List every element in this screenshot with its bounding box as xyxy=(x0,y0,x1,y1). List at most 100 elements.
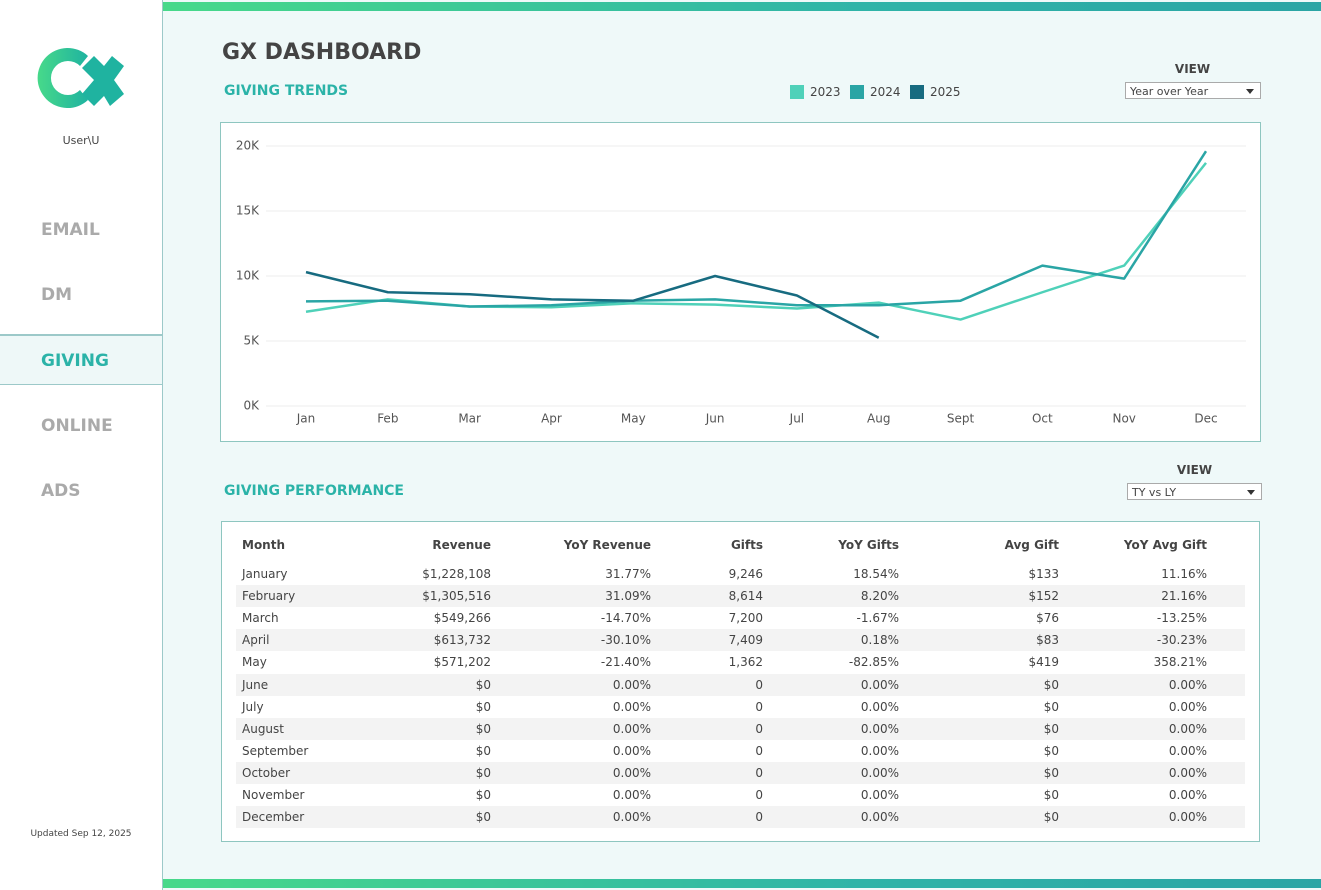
divider xyxy=(0,334,162,335)
series-line xyxy=(305,270,880,339)
table-cell: 11.16% xyxy=(1161,567,1207,581)
table-cell: $0 xyxy=(475,677,491,692)
table-cell: 358.21% xyxy=(1153,655,1207,670)
row-stripe xyxy=(236,673,1245,696)
nav-item[interactable]: DM xyxy=(41,285,73,305)
table-cell: $0 xyxy=(1043,721,1059,736)
table-cell: $0 xyxy=(1043,810,1059,825)
updated-date: Updated Sep 12, 2025 xyxy=(30,829,132,839)
user-name: User\U xyxy=(62,134,100,147)
table-cell: 0.00% xyxy=(612,788,651,802)
x-tick-label: Nov xyxy=(1112,412,1135,426)
legend-label: 2025 xyxy=(930,85,961,99)
table-cell: 0.00% xyxy=(1168,765,1207,780)
table-cell: $0 xyxy=(1043,677,1059,692)
sidebar: User\U EMAIL DM GIVING ONLINE ADS Update… xyxy=(0,0,163,890)
legend-swatch xyxy=(910,85,924,99)
table-cell: January xyxy=(242,567,288,581)
table-cell: March xyxy=(242,611,279,626)
line-chart: 0K 5K 10K 15K 20K Jan Feb Mar Apr May Jun Jul Aug Sep… xyxy=(236,139,1246,426)
table-cell: 0.00% xyxy=(612,743,651,758)
performance-table: Month Revenue YoY Revenue Gifts YoY Gifts Avg… xyxy=(221,521,1260,842)
table-cell: -14.70% xyxy=(600,611,651,626)
table-cell: October xyxy=(242,765,291,780)
view-dropdown[interactable]: Year over Year xyxy=(1125,82,1261,99)
table-cell: 0.00% xyxy=(612,699,651,714)
chart-panel: 0K 5K 10K 15K 20K Jan Feb Mar Apr May Jun Jul Aug Sep… xyxy=(220,122,1261,442)
table-cell: 0.00% xyxy=(1168,788,1207,802)
row-stripe xyxy=(236,717,1245,740)
table-cell: $0 xyxy=(475,743,491,758)
table-cell: 0.00% xyxy=(612,677,651,692)
column-header: Month xyxy=(242,538,286,552)
row-stripe xyxy=(236,629,1245,652)
legend-swatch xyxy=(850,85,864,99)
x-tick-label: Jan xyxy=(296,412,316,426)
table-cell: December xyxy=(242,810,305,825)
legend-label: 2024 xyxy=(870,85,901,99)
table-cell: 0.00% xyxy=(1168,743,1207,758)
table-cell: February xyxy=(242,589,296,604)
top-bar xyxy=(163,2,1321,11)
x-tick-label: Mar xyxy=(458,412,481,426)
table-cell: 7,200 xyxy=(728,611,763,626)
view-dropdown[interactable]: TY vs LY xyxy=(1127,483,1262,500)
table-cell: 0 xyxy=(755,788,763,802)
table-cell: 31.77% xyxy=(605,567,651,581)
nav-item[interactable]: ONLINE xyxy=(41,416,113,436)
nav-item[interactable]: EMAIL xyxy=(41,220,100,240)
table-cell: 0.00% xyxy=(1168,721,1207,736)
x-tick-label: Jul xyxy=(789,412,804,426)
table-cell: 0 xyxy=(755,721,763,736)
table-cell: September xyxy=(242,743,309,758)
nav-item[interactable]: ADS xyxy=(41,481,81,501)
column-header: YoY Revenue xyxy=(563,538,651,552)
y-tick-label: 15K xyxy=(236,204,260,218)
table-cell: $1,305,516 xyxy=(422,589,491,604)
table-cell: 8.20% xyxy=(860,589,899,604)
legend-swatch xyxy=(790,85,804,99)
column-header: Revenue xyxy=(432,538,491,552)
table-cell: 31.09% xyxy=(605,589,651,604)
dashboard-title: GX DASHBOARD xyxy=(222,40,422,65)
table-cell: 0.00% xyxy=(860,765,899,780)
bottom-bar xyxy=(163,879,1321,888)
column-header: Avg Gift xyxy=(1004,538,1059,552)
table-cell: 0.00% xyxy=(612,721,651,736)
table-cell: 0.00% xyxy=(860,788,899,802)
column-header: YoY Avg Gift xyxy=(1123,538,1207,552)
table-cell: 0.00% xyxy=(860,810,899,825)
table-cell: $1,228,108 xyxy=(422,567,491,581)
table-cell: 0.00% xyxy=(1168,810,1207,825)
x-tick-label: Feb xyxy=(377,412,398,426)
table-cell: $0 xyxy=(475,788,491,802)
table-cell: 8,614 xyxy=(728,589,763,604)
table-cell: $0 xyxy=(1043,788,1059,802)
table-cell: 1,362 xyxy=(728,655,763,670)
table-cell: 0.00% xyxy=(1168,677,1207,692)
table-cell: 9,246 xyxy=(728,567,763,581)
table-cell: 0 xyxy=(755,743,763,758)
table-cell: 0.00% xyxy=(860,721,899,736)
series-line xyxy=(305,150,1208,308)
view-label: VIEW xyxy=(1174,62,1211,76)
table-cell: 0.00% xyxy=(860,743,899,758)
table-cell: 0 xyxy=(755,699,763,714)
x-tick-label: Jun xyxy=(705,412,725,426)
table-cell: -30.10% xyxy=(600,633,651,648)
table-cell: $571,202 xyxy=(433,655,491,670)
table-cell: $152 xyxy=(1028,589,1059,604)
column-header: Gifts xyxy=(730,538,763,552)
table-cell: -30.23% xyxy=(1156,633,1207,648)
table-cell: $133 xyxy=(1028,567,1059,581)
table-cell: 0.00% xyxy=(612,765,651,780)
table-cell: $549,266 xyxy=(433,611,491,626)
table-cell: 7,409 xyxy=(728,633,763,648)
table-cell: $613,732 xyxy=(433,633,491,648)
table-cell: 0.00% xyxy=(1168,699,1207,714)
row-stripe xyxy=(236,806,1245,829)
x-tick-label: Aug xyxy=(867,412,890,426)
nav-item-selected[interactable]: GIVING xyxy=(0,335,162,385)
table-cell: -82.85% xyxy=(848,655,899,670)
